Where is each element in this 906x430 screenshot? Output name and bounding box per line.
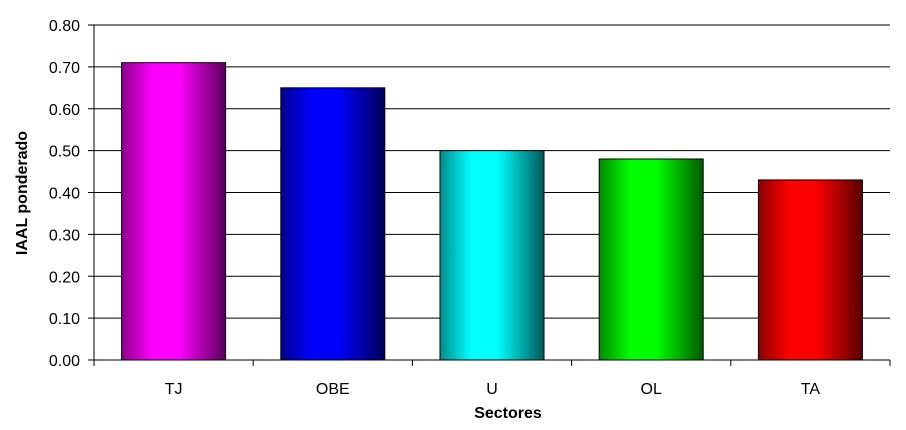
bar-u — [439, 150, 545, 361]
y-ticks: 0.00 0.10 0.20 0.30 0.40 0.50 0.60 0.70 0.80 — [49, 18, 94, 370]
y-tick-label: 0.80 — [49, 18, 80, 35]
x-tick-label: OL — [641, 381, 662, 398]
y-tick-label: 0.20 — [49, 269, 80, 286]
x-tick-label: TJ — [165, 381, 183, 398]
x-tick-label: TA — [801, 381, 821, 398]
x-axis-title: Sectores — [474, 405, 542, 422]
x-ticks: TJ OBE U OL TA — [93, 360, 891, 398]
bar-ta — [757, 179, 863, 361]
y-tick-label: 0.10 — [49, 311, 80, 328]
y-tick-label: 0.70 — [49, 60, 80, 77]
y-tick-label: 0.00 — [49, 353, 80, 370]
y-tick-label: 0.40 — [49, 186, 80, 203]
y-axis-title: IAAL ponderado — [14, 131, 31, 255]
y-tick-label: 0.30 — [49, 227, 80, 244]
bar-obe — [280, 87, 386, 361]
bars — [121, 62, 863, 361]
y-tick-label: 0.60 — [49, 102, 80, 119]
x-tick-label: OBE — [316, 381, 350, 398]
bar-ol — [598, 158, 704, 361]
y-tick-label: 0.50 — [49, 144, 80, 161]
bar-tj — [121, 62, 227, 361]
x-tick-label: U — [486, 381, 498, 398]
